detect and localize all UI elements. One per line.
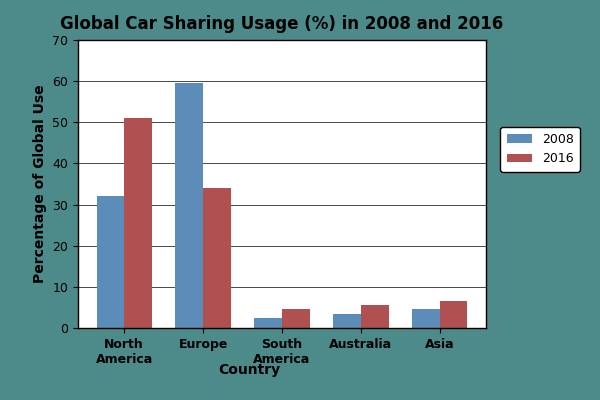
Bar — [124, 118, 152, 328]
Bar — [361, 305, 389, 328]
Bar — [203, 188, 231, 328]
Bar — [412, 310, 440, 328]
Legend: 2008, 2016: 2008, 2016 — [500, 127, 580, 172]
Bar — [282, 310, 310, 328]
Bar — [254, 318, 282, 328]
Bar — [175, 83, 203, 328]
Title: Global Car Sharing Usage (%) in 2008 and 2016: Global Car Sharing Usage (%) in 2008 and… — [61, 15, 503, 33]
Bar — [440, 301, 467, 328]
Y-axis label: Percentage of Global Use: Percentage of Global Use — [33, 85, 47, 283]
Bar — [333, 314, 361, 328]
Bar — [97, 196, 124, 328]
X-axis label: Country: Country — [218, 362, 280, 376]
